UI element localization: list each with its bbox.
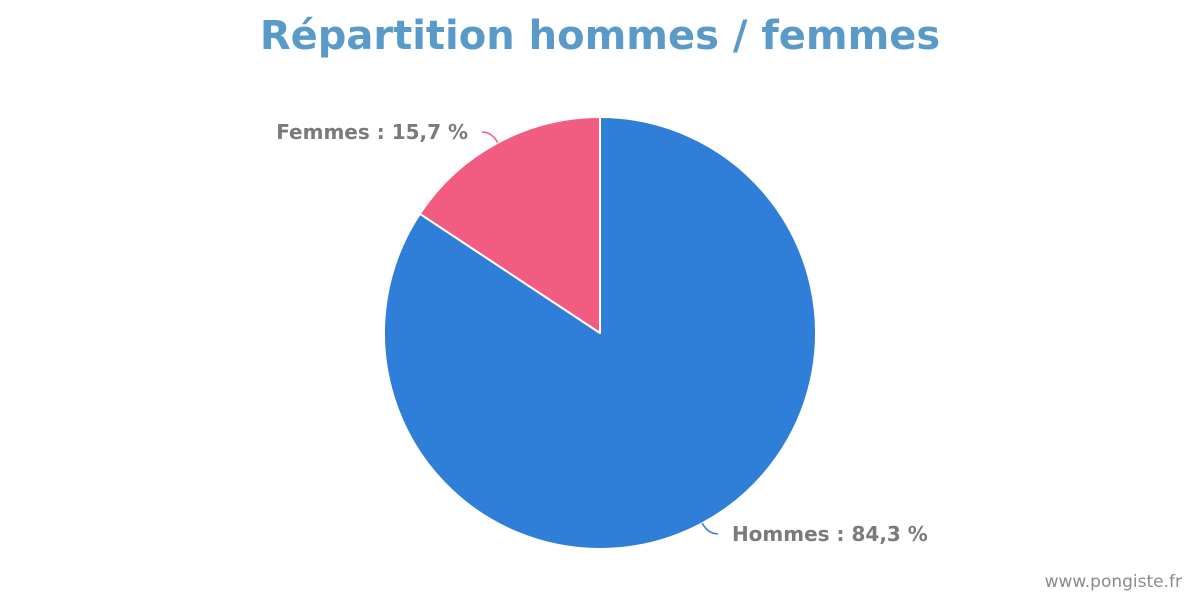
watermark-text: www.pongiste.fr: [1044, 572, 1182, 592]
chart-title: Répartition hommes / femmes: [259, 13, 941, 59]
slice-label-hommes: Hommes : 84,3 %: [732, 522, 928, 546]
connector-hommes: [701, 522, 718, 535]
connector-femmes: [482, 131, 499, 144]
slice-label-femmes: Femmes : 15,7 %: [276, 120, 468, 144]
